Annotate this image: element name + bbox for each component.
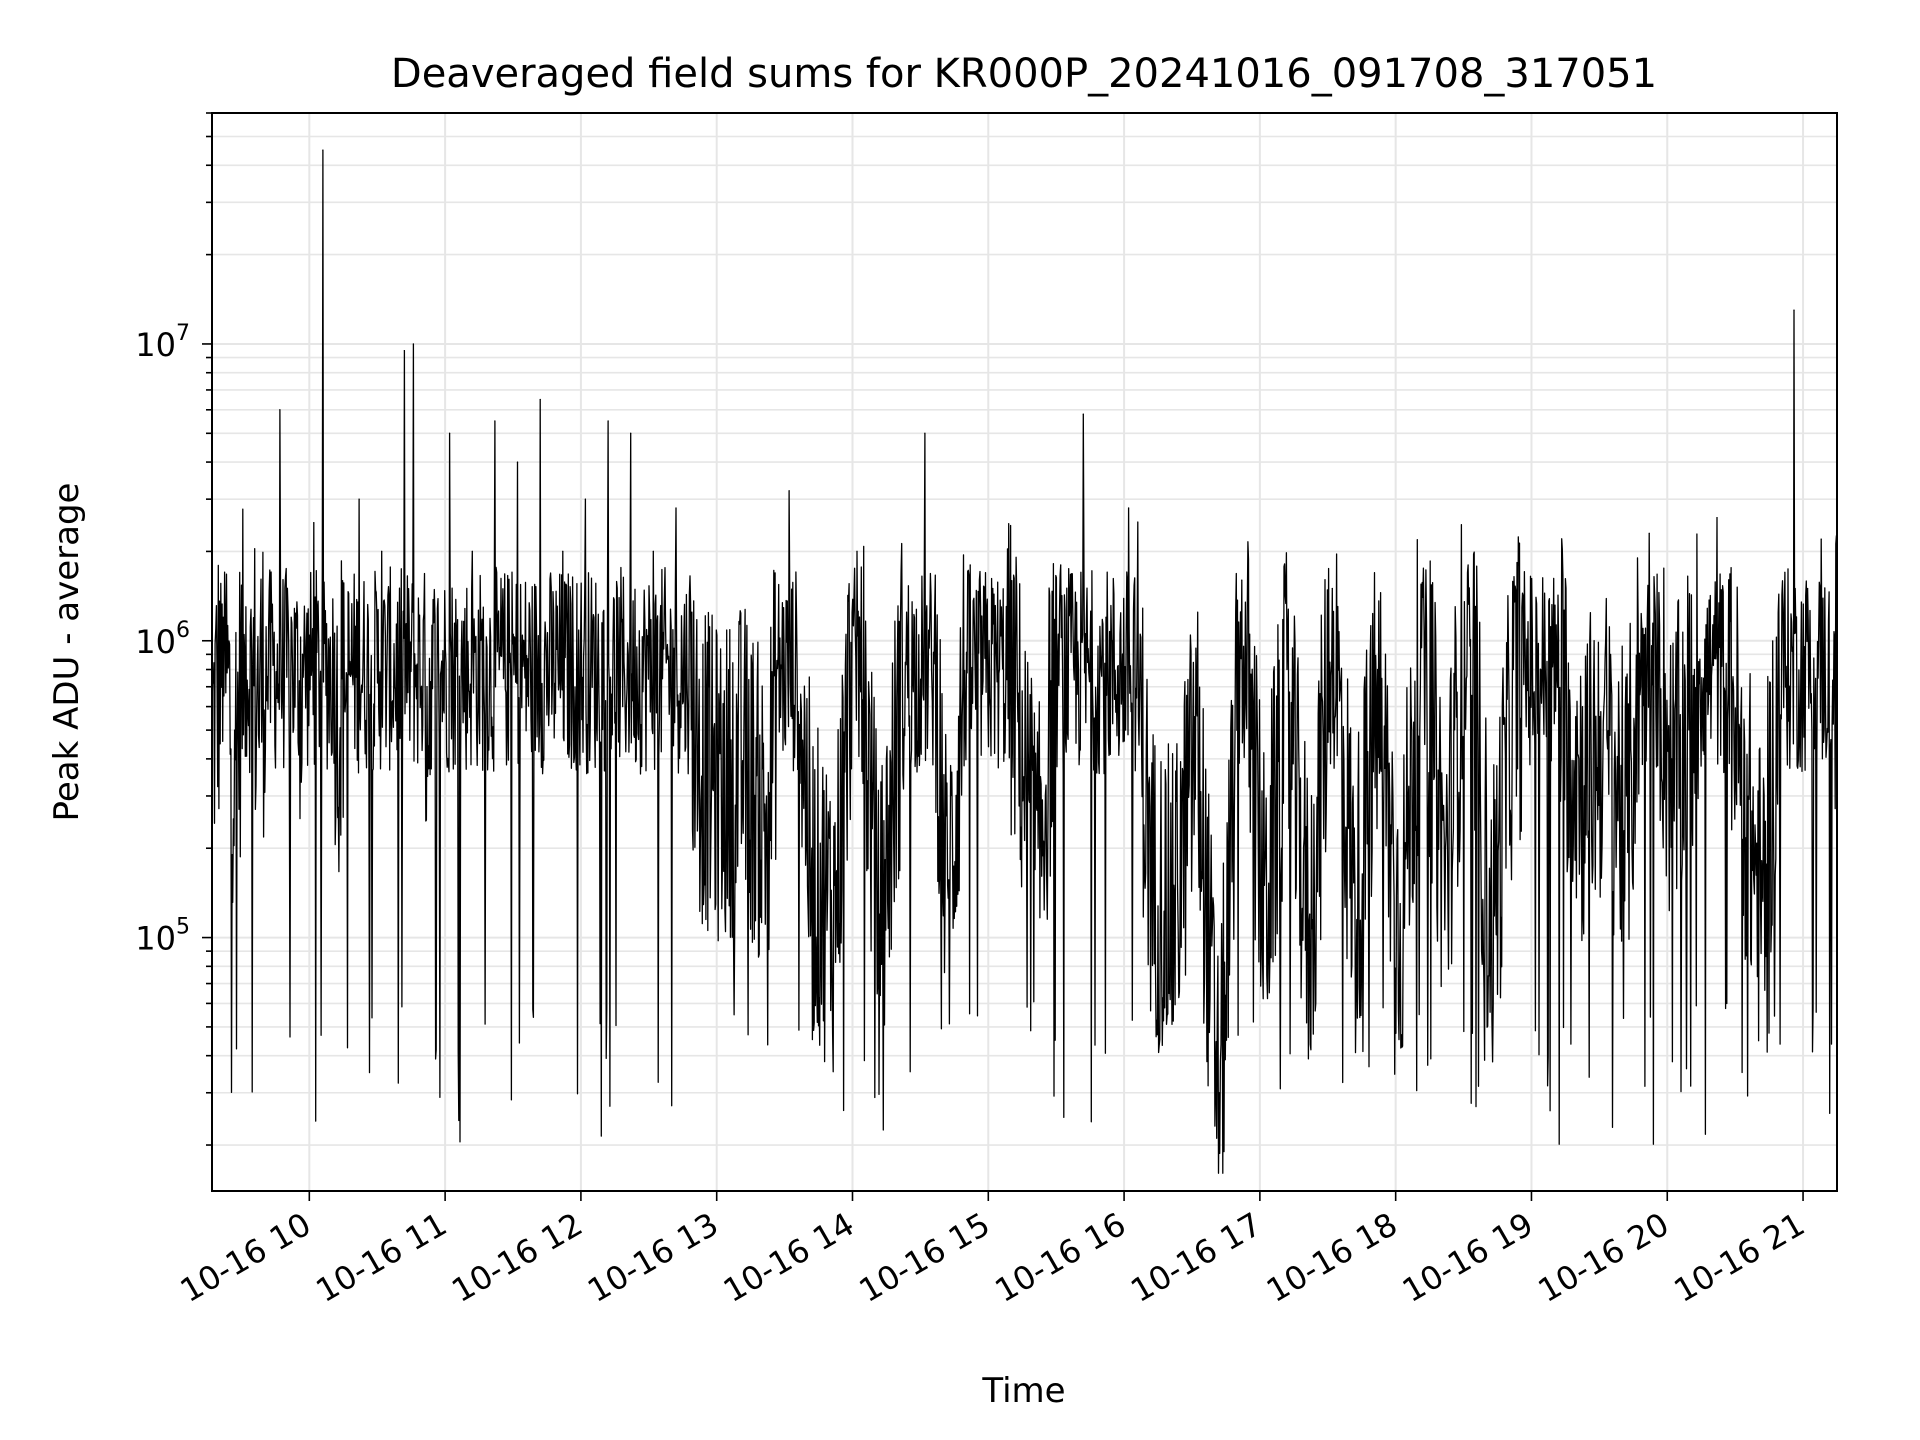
data-point (584, 498, 587, 500)
data-point (358, 498, 360, 500)
data-point (1150, 847, 1152, 849)
data-point (607, 420, 609, 422)
data-point (947, 884, 949, 886)
y-tick-label: 10 (135, 326, 176, 364)
data-point (403, 350, 405, 352)
data-point (1625, 795, 1628, 797)
data-point (992, 587, 994, 590)
data-point (1603, 706, 1605, 708)
data-point (1331, 587, 1333, 590)
data-point (765, 795, 768, 797)
data-point (1784, 571, 1786, 574)
y-tick-label: 10 (135, 623, 176, 661)
data-point (268, 627, 270, 630)
y-tick-label-exponent: 6 (176, 618, 190, 643)
data-point (1105, 616, 1107, 618)
data-point (426, 686, 428, 688)
data-point (1671, 758, 1673, 760)
data-point (1173, 884, 1175, 886)
data-point (301, 653, 304, 655)
data-point (1820, 538, 1822, 540)
data-point (1037, 847, 1039, 849)
data-point (1580, 758, 1582, 760)
data-point (1309, 913, 1311, 915)
data-point (1263, 884, 1265, 886)
data-point (1195, 706, 1198, 708)
data-point (833, 884, 836, 886)
data-point (1354, 884, 1356, 886)
data-point (811, 847, 813, 849)
data-point (743, 729, 745, 731)
data-layer (211, 149, 1838, 1174)
data-point (1128, 507, 1130, 509)
data-point (1558, 640, 1560, 642)
data-point (720, 758, 722, 760)
x-axis-label: Time (981, 1371, 1065, 1411)
data-point (1807, 587, 1809, 590)
data-point (1793, 309, 1795, 311)
data-point (279, 409, 281, 411)
data-point (322, 149, 324, 151)
data-point (1286, 668, 1288, 671)
data-point (516, 461, 519, 463)
grid (212, 112, 1837, 1191)
series-line (211, 149, 1838, 1174)
data-point (539, 398, 541, 401)
data-point (675, 507, 677, 509)
data-point (449, 432, 451, 434)
data-point (1082, 413, 1084, 415)
data-point (698, 729, 700, 731)
data-point (494, 420, 496, 422)
data-point (1422, 596, 1424, 599)
y-tick-label-exponent: 5 (176, 915, 190, 940)
data-point (1693, 668, 1695, 671)
data-point (879, 913, 881, 915)
data-point (856, 550, 858, 553)
data-point (630, 432, 632, 434)
data-point (1648, 532, 1650, 535)
data-point (788, 490, 790, 492)
data-point (924, 432, 926, 434)
plot-frame (211, 112, 1838, 1192)
data-point (969, 564, 971, 566)
data-point (1535, 596, 1537, 599)
data-point (256, 668, 258, 671)
data-point (901, 653, 903, 655)
data-point (1060, 564, 1062, 566)
data-point (1399, 903, 1401, 905)
data-point (1444, 847, 1447, 849)
y-axis-label: Peak ADU - average (47, 483, 87, 822)
data-point (335, 706, 338, 708)
data-point (1218, 1092, 1220, 1094)
data-point (1014, 668, 1017, 671)
data-point (471, 550, 473, 553)
data-point (1377, 668, 1379, 671)
data-point (290, 616, 292, 618)
data-point (1490, 913, 1492, 915)
data-point (652, 550, 654, 553)
data-point (1716, 517, 1718, 519)
data-point (313, 522, 315, 524)
data-point (1241, 579, 1243, 581)
data-point (1512, 668, 1514, 671)
data-point (234, 729, 236, 731)
data-point (1739, 729, 1741, 731)
data-point (381, 550, 383, 553)
data-point (562, 550, 564, 553)
y-tick-label-exponent: 7 (176, 321, 190, 346)
data-point (412, 343, 414, 345)
data-point (1761, 884, 1763, 886)
data-point (222, 616, 224, 618)
y-tick-label: 10 (135, 920, 176, 958)
data-point (245, 606, 247, 608)
data-point (1467, 564, 1469, 566)
chart-title: Deaveraged field sums for KR000P_2024101… (391, 51, 1657, 97)
